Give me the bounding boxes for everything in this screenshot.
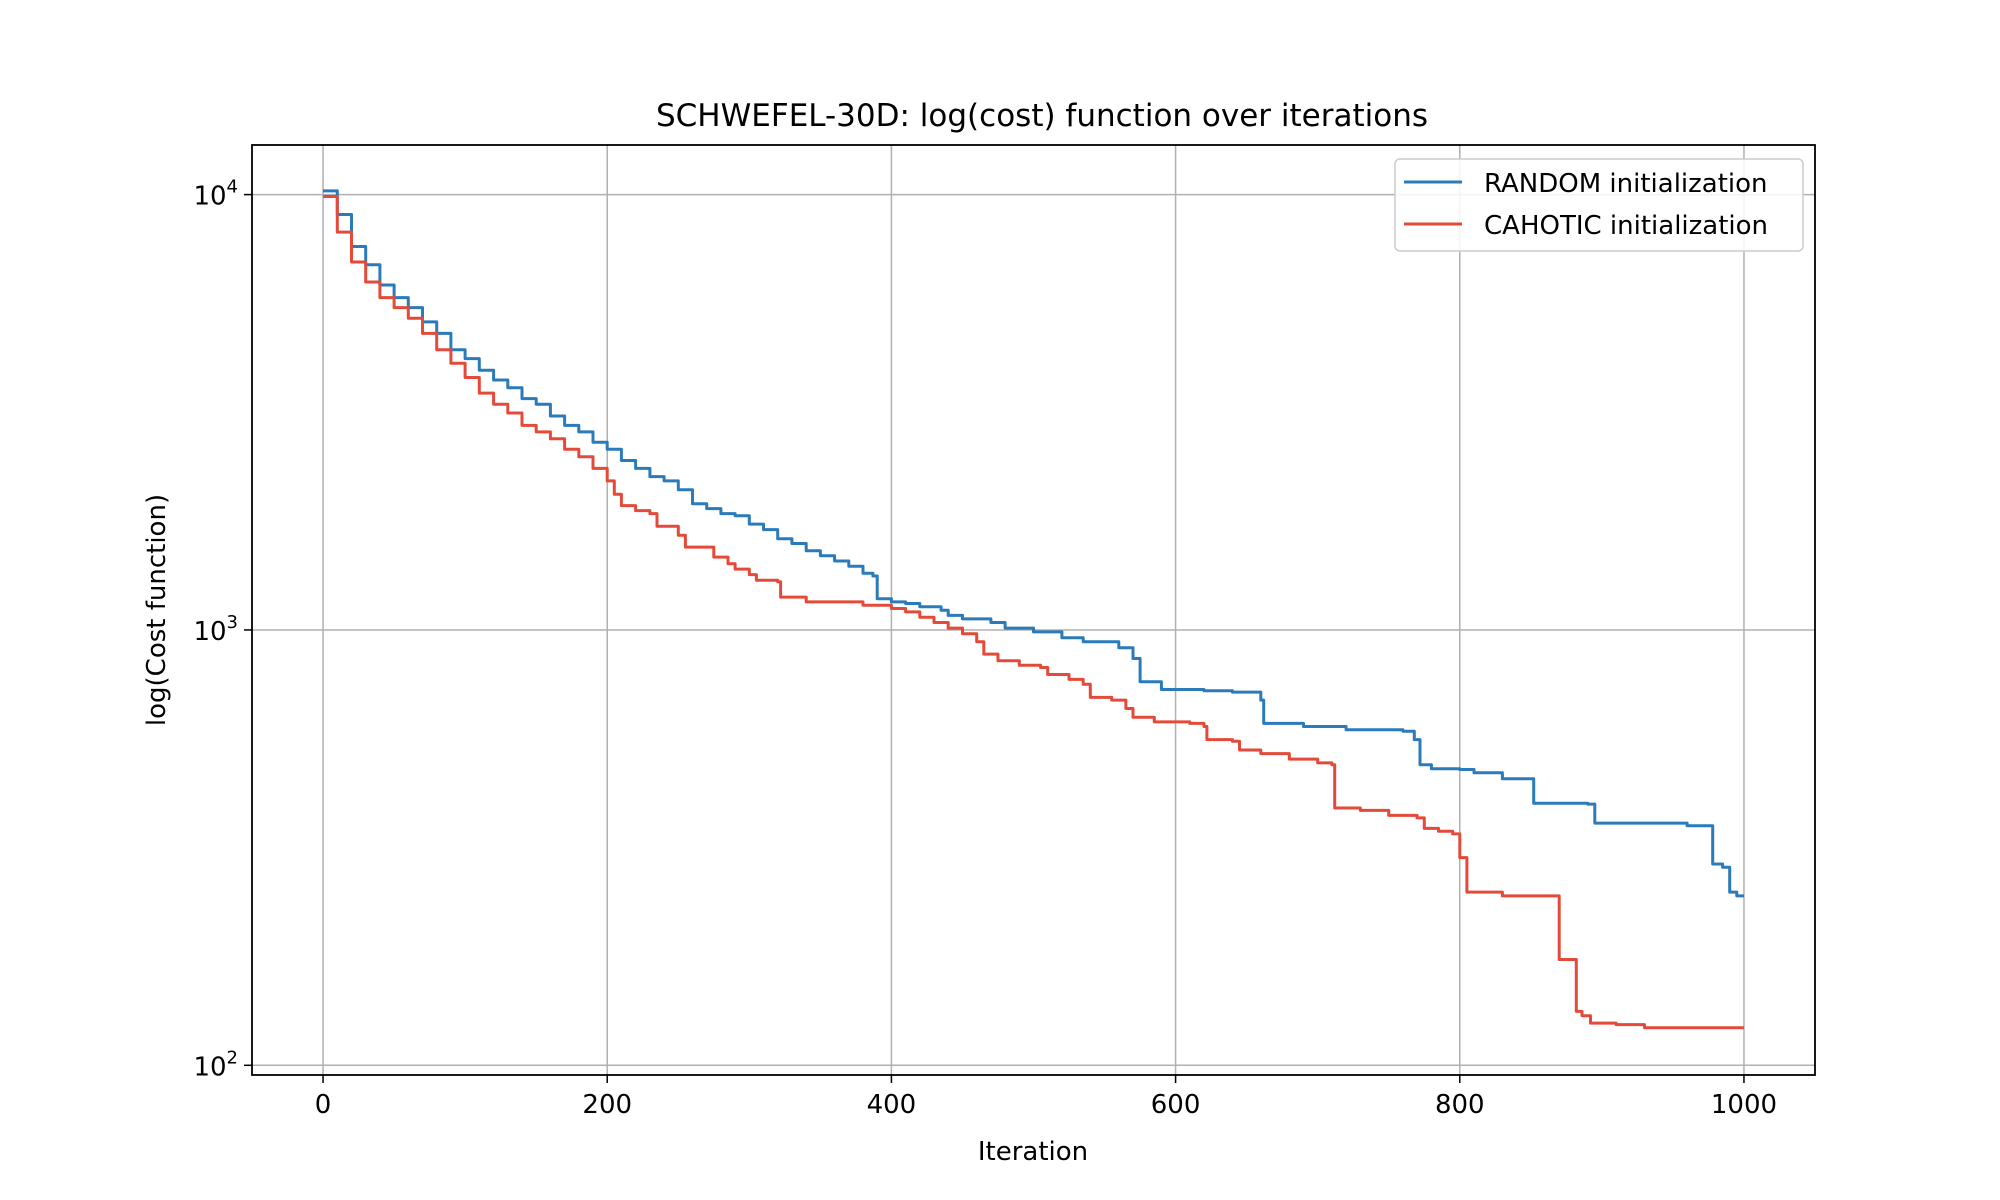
series-line-random bbox=[323, 189, 1744, 898]
y-tick-label: 104 bbox=[193, 177, 238, 212]
legend-label-cahotic: CAHOTIC initialization bbox=[1484, 211, 1768, 241]
x-axis-label: Iteration bbox=[978, 1137, 1088, 1167]
x-tick-label: 0 bbox=[315, 1090, 332, 1120]
y-tick-label: 102 bbox=[193, 1047, 238, 1082]
plot-frame bbox=[251, 144, 1816, 1076]
legend-box bbox=[1394, 158, 1804, 252]
series-lines bbox=[323, 189, 1744, 1030]
series-line-cahotic bbox=[323, 195, 1744, 1030]
legend-label-random: RANDOM initialization bbox=[1484, 169, 1768, 199]
y-tick-label: 103 bbox=[193, 612, 238, 647]
x-tick-label: 800 bbox=[1435, 1090, 1485, 1120]
x-tick-label: 200 bbox=[582, 1090, 632, 1120]
y-axis-label: log(Cost function) bbox=[142, 494, 172, 726]
ticks: 0 200 400 600 800 1000 102 103 104 bbox=[193, 177, 1777, 1120]
x-tick-label: 1000 bbox=[1711, 1090, 1777, 1120]
chart-title: SCHWEFEL-30D: log(cost) function over it… bbox=[656, 98, 1428, 134]
x-tick-label: 400 bbox=[867, 1090, 917, 1120]
x-tick-label: 600 bbox=[1151, 1090, 1201, 1120]
legend: RANDOM initialization CAHOTIC initializa… bbox=[1394, 158, 1804, 252]
